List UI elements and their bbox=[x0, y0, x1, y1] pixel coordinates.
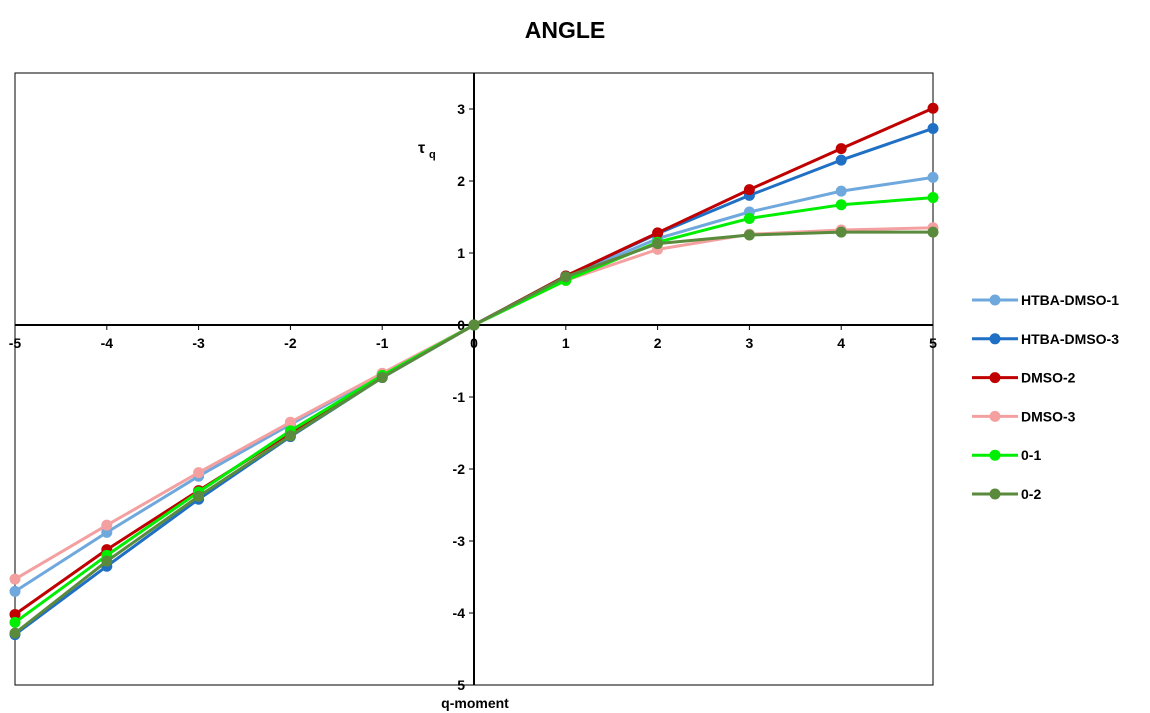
data-point-htba-dmso-1 bbox=[835, 185, 847, 197]
y-tick-label: -3 bbox=[453, 533, 466, 549]
legend-item-htba-dmso-3: HTBA-DMSO-3 bbox=[972, 331, 1119, 347]
y-tick-label: -2 bbox=[453, 461, 466, 477]
legend-label: DMSO-2 bbox=[1021, 370, 1076, 386]
y-axis-label: τ q bbox=[418, 140, 436, 161]
x-tick-label: 2 bbox=[654, 335, 662, 351]
data-point-htba-dmso-3 bbox=[927, 122, 939, 134]
data-point-dmso-2 bbox=[927, 102, 939, 114]
legend-swatch-marker bbox=[989, 488, 1001, 500]
chart-title: ANGLE bbox=[525, 17, 606, 43]
data-point-dmso-2 bbox=[835, 143, 847, 155]
data-point-0-1 bbox=[927, 192, 939, 204]
data-point-dmso-3 bbox=[193, 467, 205, 479]
y-axis-ticks: 5 -4 -3 -2 -1 0 1 2 3 bbox=[453, 101, 474, 693]
data-point-0-2 bbox=[193, 490, 205, 502]
data-point-htba-dmso-3 bbox=[835, 154, 847, 166]
y-tick-label: -1 bbox=[453, 389, 466, 405]
y-axis-label-main: τ bbox=[418, 140, 425, 157]
data-point-dmso-2 bbox=[652, 227, 664, 239]
data-point-0-2 bbox=[560, 271, 572, 283]
data-point-0-2 bbox=[652, 238, 664, 250]
legend-item-0-2: 0-2 bbox=[972, 486, 1041, 502]
data-point-dmso-2 bbox=[743, 184, 755, 196]
legend: HTBA-DMSO-1 HTBA-DMSO-3 DMSO-2 DMSO-3 0-1 0-2 bbox=[972, 292, 1119, 502]
data-point-dmso-3 bbox=[9, 573, 21, 585]
legend-label: HTBA-DMSO-1 bbox=[1021, 292, 1119, 308]
x-tick-label: 1 bbox=[562, 335, 570, 351]
data-point-0-2 bbox=[9, 627, 21, 639]
data-point-htba-dmso-1 bbox=[927, 171, 939, 183]
series-layer bbox=[9, 102, 939, 641]
legend-swatch-marker bbox=[989, 372, 1001, 384]
data-point-dmso-3 bbox=[101, 519, 113, 531]
data-point-0-2 bbox=[376, 372, 388, 384]
legend-swatch-marker bbox=[989, 449, 1001, 461]
x-tick-label: 4 bbox=[837, 335, 845, 351]
x-axis-label: q-moment bbox=[441, 695, 509, 711]
legend-swatch-marker bbox=[989, 410, 1001, 422]
data-point-0-2 bbox=[835, 226, 847, 238]
data-point-dmso-2 bbox=[9, 608, 21, 620]
data-point-0-2 bbox=[101, 555, 113, 567]
data-point-0-2 bbox=[743, 229, 755, 241]
data-point-dmso-3 bbox=[284, 416, 296, 428]
legend-label: DMSO-3 bbox=[1021, 408, 1076, 424]
legend-label: 0-2 bbox=[1021, 486, 1041, 502]
x-tick-label: 3 bbox=[746, 335, 754, 351]
legend-swatch-marker bbox=[989, 333, 1001, 345]
y-axis-label-sub: q bbox=[429, 149, 436, 161]
data-point-0-1 bbox=[835, 199, 847, 211]
data-point-0-2 bbox=[927, 226, 939, 238]
data-point-0-1 bbox=[9, 616, 21, 628]
y-tick-label: 2 bbox=[457, 173, 465, 189]
legend-item-dmso-3: DMSO-3 bbox=[972, 408, 1076, 424]
x-tick-label: 5 bbox=[929, 335, 937, 351]
data-point-0-1 bbox=[743, 212, 755, 224]
data-point-htba-dmso-1 bbox=[9, 585, 21, 597]
x-tick-label: -2 bbox=[284, 335, 297, 351]
data-point-0-2 bbox=[284, 430, 296, 442]
x-tick-label: 0 bbox=[470, 335, 478, 351]
legend-item-htba-dmso-1: HTBA-DMSO-1 bbox=[972, 292, 1119, 308]
data-point-0-2 bbox=[468, 319, 480, 331]
legend-swatch-marker bbox=[989, 294, 1001, 306]
legend-item-0-1: 0-1 bbox=[972, 447, 1041, 463]
x-tick-label: -4 bbox=[101, 335, 114, 351]
legend-label: HTBA-DMSO-3 bbox=[1021, 331, 1119, 347]
x-axis-ticks: -5 -4 -3 -2 -1 0 1 2 3 4 5 bbox=[9, 325, 937, 351]
y-tick-label: 0 bbox=[457, 317, 465, 333]
y-tick-label: 3 bbox=[457, 101, 465, 117]
x-tick-label: -1 bbox=[376, 335, 389, 351]
series-0-2 bbox=[9, 226, 939, 639]
x-tick-label: -3 bbox=[192, 335, 205, 351]
y-tick-label: 5 bbox=[457, 677, 465, 693]
legend-label: 0-1 bbox=[1021, 447, 1041, 463]
legend-item-dmso-2: DMSO-2 bbox=[972, 370, 1076, 386]
y-tick-label: -4 bbox=[453, 605, 466, 621]
y-tick-label: 1 bbox=[457, 245, 465, 261]
x-tick-label: -5 bbox=[9, 335, 22, 351]
